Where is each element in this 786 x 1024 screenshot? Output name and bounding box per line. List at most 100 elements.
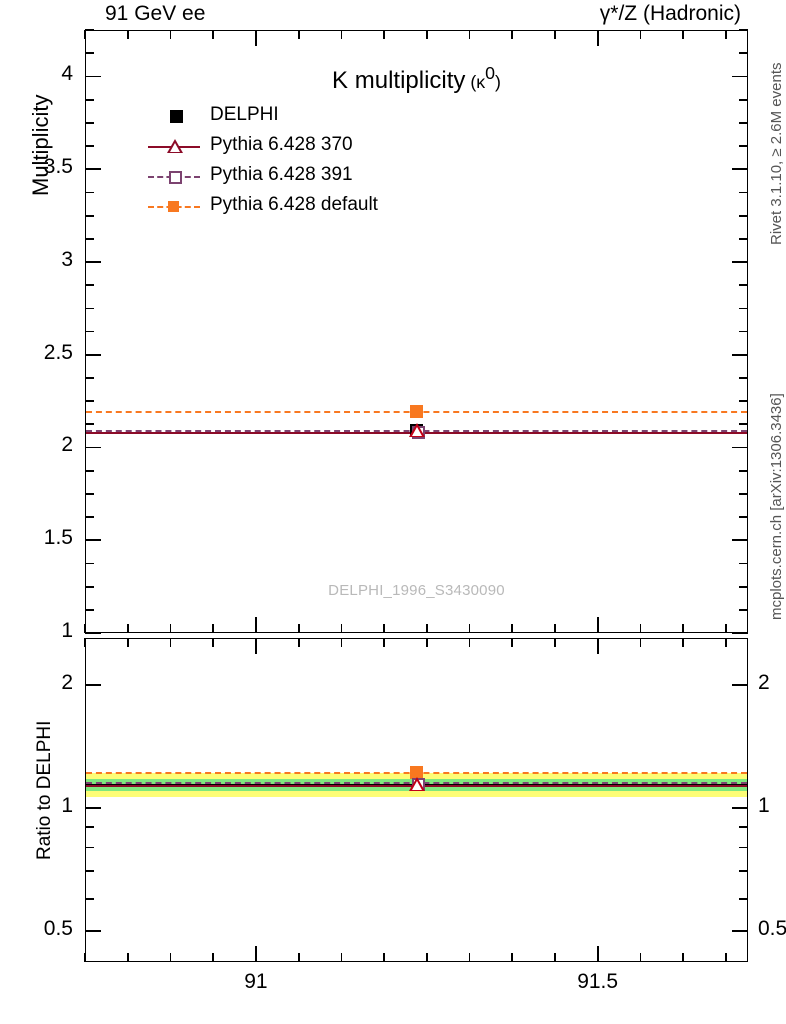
legend-item-delphi[interactable]: DELPHI <box>148 104 448 130</box>
tick-mark <box>554 624 556 633</box>
legend-marker-delphi-icon <box>170 110 183 123</box>
tick-mark <box>85 446 101 449</box>
tick-mark <box>85 930 101 932</box>
tick-mark <box>169 638 172 647</box>
tick-mark <box>85 807 101 809</box>
tick-mark <box>511 30 514 39</box>
tick-mark <box>596 30 599 46</box>
ratio-datapoint-pythia-370 <box>409 777 425 791</box>
tick-mark <box>85 284 94 287</box>
tick-mark <box>596 617 599 633</box>
tick-mark <box>739 897 748 900</box>
ratio-y-tick-label-right: 1 <box>758 793 770 817</box>
tick-mark <box>739 330 748 333</box>
tick-mark <box>255 638 257 654</box>
tick-mark <box>340 624 343 633</box>
plot-title: K multiplicity (κ0) <box>86 63 747 95</box>
ratio-y-tick-label: 0.5 <box>43 917 73 940</box>
tick-mark <box>639 30 642 39</box>
ratio-y-tick-label-right: 0.5 <box>758 917 786 940</box>
tick-mark <box>554 638 556 647</box>
tick-mark <box>85 870 94 873</box>
tick-mark <box>732 539 748 542</box>
tick-mark <box>554 30 556 39</box>
plot-title-paren-close: ) <box>495 72 501 92</box>
tick-mark <box>724 638 727 647</box>
tick-mark <box>682 30 685 39</box>
plot-title-paren-open: (κ <box>470 72 486 92</box>
tick-mark <box>85 846 94 849</box>
tick-mark <box>85 585 94 588</box>
tick-mark <box>739 284 748 287</box>
tick-mark <box>85 562 94 565</box>
tick-mark <box>85 423 94 426</box>
tick-mark <box>682 638 685 647</box>
tick-mark <box>732 632 748 634</box>
tick-mark <box>85 237 94 240</box>
tick-mark <box>383 624 386 633</box>
tick-mark <box>739 423 748 426</box>
tick-mark <box>85 825 94 828</box>
tick-mark <box>425 30 428 39</box>
legend-marker-pythia-370-icon <box>167 139 183 153</box>
tick-mark <box>739 585 748 588</box>
tick-mark <box>85 516 94 519</box>
main-y-tick-label: 3 <box>61 247 73 271</box>
tick-mark <box>297 953 300 962</box>
tick-mark <box>297 30 300 39</box>
legend-label-pythia-370: Pythia 6.428 370 <box>210 134 353 155</box>
tick-mark <box>85 168 101 171</box>
datapoint-pythia-370 <box>409 423 425 437</box>
tick-mark <box>85 353 101 356</box>
tick-mark <box>739 516 748 519</box>
tick-mark <box>596 638 599 654</box>
legend-item-pythia-391[interactable]: Pythia 6.428 391 <box>148 164 448 190</box>
tick-mark <box>732 353 748 356</box>
tick-mark <box>169 624 172 633</box>
tick-mark <box>85 632 101 634</box>
tick-mark <box>468 953 471 962</box>
tick-mark <box>639 953 642 962</box>
ratio-y-tick-label: 1 <box>61 793 73 817</box>
ratio-y-tick-label: 2 <box>61 670 73 694</box>
tick-mark <box>425 953 428 962</box>
legend-label-delphi: DELPHI <box>210 104 279 125</box>
plot-title-text: K multiplicity <box>332 67 466 94</box>
main-plot-panel: K multiplicity (κ0) DELPHI_1996_S3430090 <box>85 30 748 633</box>
tick-mark <box>425 638 428 647</box>
tick-mark <box>468 638 471 647</box>
legend-item-pythia-370[interactable]: Pythia 6.428 370 <box>148 134 448 160</box>
tick-mark <box>85 75 101 78</box>
tick-mark <box>169 30 172 39</box>
ratio-y-axis-title: Ratio to DELPHI <box>34 720 55 860</box>
tick-mark <box>85 191 94 194</box>
tick-mark <box>84 638 86 647</box>
tick-mark <box>126 953 129 962</box>
tick-mark <box>732 168 748 171</box>
tick-mark <box>724 30 727 39</box>
tick-mark <box>340 953 343 962</box>
tick-mark <box>511 953 514 962</box>
legend-item-pythia-default[interactable]: Pythia 6.428 default <box>148 194 448 220</box>
legend-label-pythia-391: Pythia 6.428 391 <box>210 164 353 185</box>
tick-mark <box>739 145 748 147</box>
tick-mark <box>85 214 94 217</box>
side-label-rivet: Rivet 3.1.10, ≥ 2.6M events <box>768 62 785 246</box>
tick-mark <box>732 930 748 932</box>
tick-mark <box>85 400 94 403</box>
tick-mark <box>383 953 386 962</box>
tick-mark <box>85 261 101 263</box>
main-y-axis-title: Multiplicity <box>28 94 53 196</box>
tick-mark <box>639 624 642 633</box>
tick-mark <box>739 400 748 403</box>
tick-mark <box>739 846 748 849</box>
tick-mark <box>383 30 386 39</box>
tick-mark <box>85 539 101 542</box>
tick-mark <box>84 624 86 633</box>
tick-mark <box>169 953 172 962</box>
tick-mark <box>340 638 343 647</box>
main-y-tick-label: 4 <box>61 62 73 86</box>
legend-marker-pythia-391-icon <box>169 171 182 184</box>
tick-mark <box>85 469 94 472</box>
tick-mark <box>85 307 94 310</box>
